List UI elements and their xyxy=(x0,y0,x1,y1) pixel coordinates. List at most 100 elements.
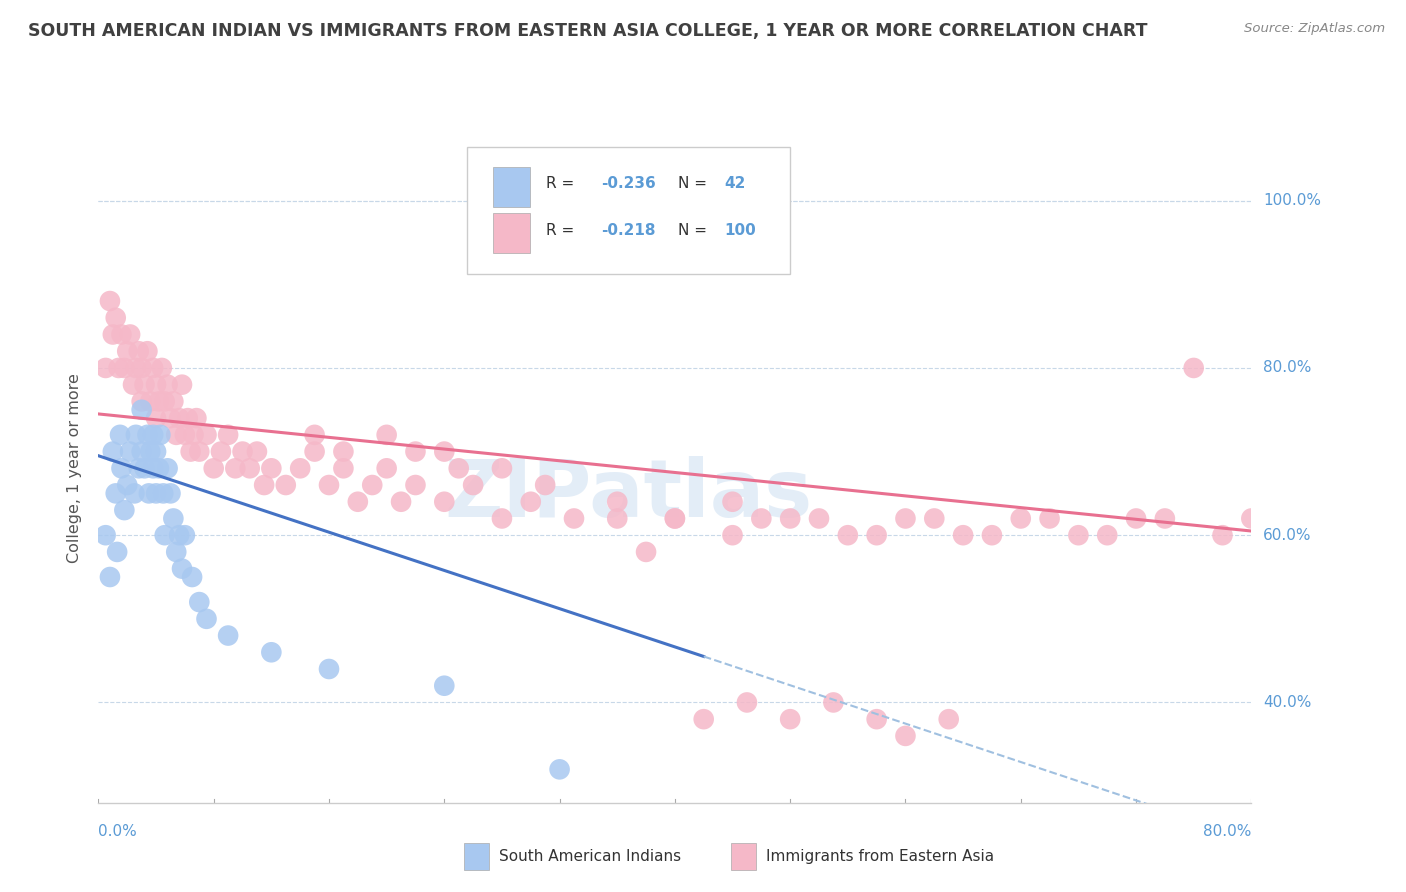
Point xyxy=(304,444,326,458)
Point xyxy=(108,428,131,442)
Point xyxy=(128,461,150,475)
Point xyxy=(142,461,165,475)
Point xyxy=(174,428,197,442)
Point xyxy=(1038,511,1062,525)
Point xyxy=(433,444,456,458)
Point xyxy=(139,394,162,409)
Point xyxy=(375,428,398,442)
Point xyxy=(181,570,204,584)
Point xyxy=(98,294,121,309)
Point xyxy=(98,570,121,584)
Point xyxy=(246,444,269,458)
Text: South American Indians: South American Indians xyxy=(499,849,682,863)
Point xyxy=(162,394,184,409)
Point xyxy=(823,696,845,710)
Point xyxy=(405,478,427,492)
Point xyxy=(94,361,117,376)
Point xyxy=(105,545,128,559)
Point xyxy=(318,478,340,492)
Point xyxy=(304,428,326,442)
Point xyxy=(107,361,129,376)
Point xyxy=(180,444,202,458)
Point xyxy=(239,461,262,475)
Point xyxy=(1125,511,1147,525)
Text: SOUTH AMERICAN INDIAN VS IMMIGRANTS FROM EASTERN ASIA COLLEGE, 1 YEAR OR MORE CO: SOUTH AMERICAN INDIAN VS IMMIGRANTS FROM… xyxy=(28,22,1147,40)
Point xyxy=(664,511,686,525)
Point xyxy=(104,310,127,325)
Text: ZIPatlas: ZIPatlas xyxy=(444,456,813,534)
Point xyxy=(120,327,142,342)
Point xyxy=(664,511,686,525)
Point xyxy=(153,394,176,409)
Point xyxy=(117,344,138,359)
Point xyxy=(110,461,132,475)
Point xyxy=(145,486,167,500)
Point xyxy=(894,511,917,525)
Point xyxy=(188,444,211,458)
Point xyxy=(217,428,239,442)
Point xyxy=(721,494,744,508)
Text: 40.0%: 40.0% xyxy=(1263,695,1312,710)
Point xyxy=(145,377,167,392)
Point xyxy=(167,411,190,425)
Point xyxy=(165,545,187,559)
Point xyxy=(188,595,211,609)
Point xyxy=(159,411,181,425)
Text: Immigrants from Eastern Asia: Immigrants from Eastern Asia xyxy=(766,849,994,863)
Point xyxy=(139,444,162,458)
Text: R =: R = xyxy=(546,177,579,192)
Point xyxy=(101,444,124,458)
Point xyxy=(195,428,218,442)
Point xyxy=(779,712,801,726)
Point xyxy=(209,444,232,458)
Point xyxy=(461,478,484,492)
Point xyxy=(120,444,142,458)
Point xyxy=(101,327,124,342)
Point xyxy=(149,428,172,442)
Point xyxy=(562,511,585,525)
Point xyxy=(142,428,165,442)
Text: 0.0%: 0.0% xyxy=(98,823,138,838)
Text: N =: N = xyxy=(678,177,713,192)
Point xyxy=(332,444,354,458)
Point xyxy=(260,461,283,475)
Point xyxy=(131,361,153,376)
Point xyxy=(260,645,283,659)
Point xyxy=(779,511,801,525)
Point xyxy=(110,327,132,342)
Point xyxy=(375,461,398,475)
Text: N =: N = xyxy=(678,223,713,238)
Point xyxy=(1097,528,1119,542)
Point xyxy=(150,361,173,376)
Point xyxy=(148,461,170,475)
Point xyxy=(165,428,187,442)
Point xyxy=(922,511,945,525)
Point xyxy=(866,528,889,542)
Text: 80.0%: 80.0% xyxy=(1263,360,1312,376)
Point xyxy=(125,361,148,376)
Point xyxy=(134,461,156,475)
Point xyxy=(318,662,340,676)
Point xyxy=(125,428,148,442)
Point xyxy=(131,402,153,417)
Point xyxy=(231,444,254,458)
Point xyxy=(136,428,159,442)
Point xyxy=(534,478,557,492)
Point xyxy=(186,411,208,425)
Point xyxy=(145,411,167,425)
Point xyxy=(405,444,427,458)
FancyBboxPatch shape xyxy=(467,147,790,275)
Point xyxy=(104,486,127,500)
Point xyxy=(253,478,276,492)
Text: 42: 42 xyxy=(724,177,745,192)
Point xyxy=(170,377,193,392)
Point xyxy=(156,377,179,392)
Point xyxy=(112,361,135,376)
Point xyxy=(433,494,456,508)
Point xyxy=(361,478,384,492)
Text: 60.0%: 60.0% xyxy=(1263,528,1312,542)
Point xyxy=(136,344,159,359)
Point xyxy=(131,444,153,458)
Point xyxy=(174,528,197,542)
Point xyxy=(894,729,917,743)
